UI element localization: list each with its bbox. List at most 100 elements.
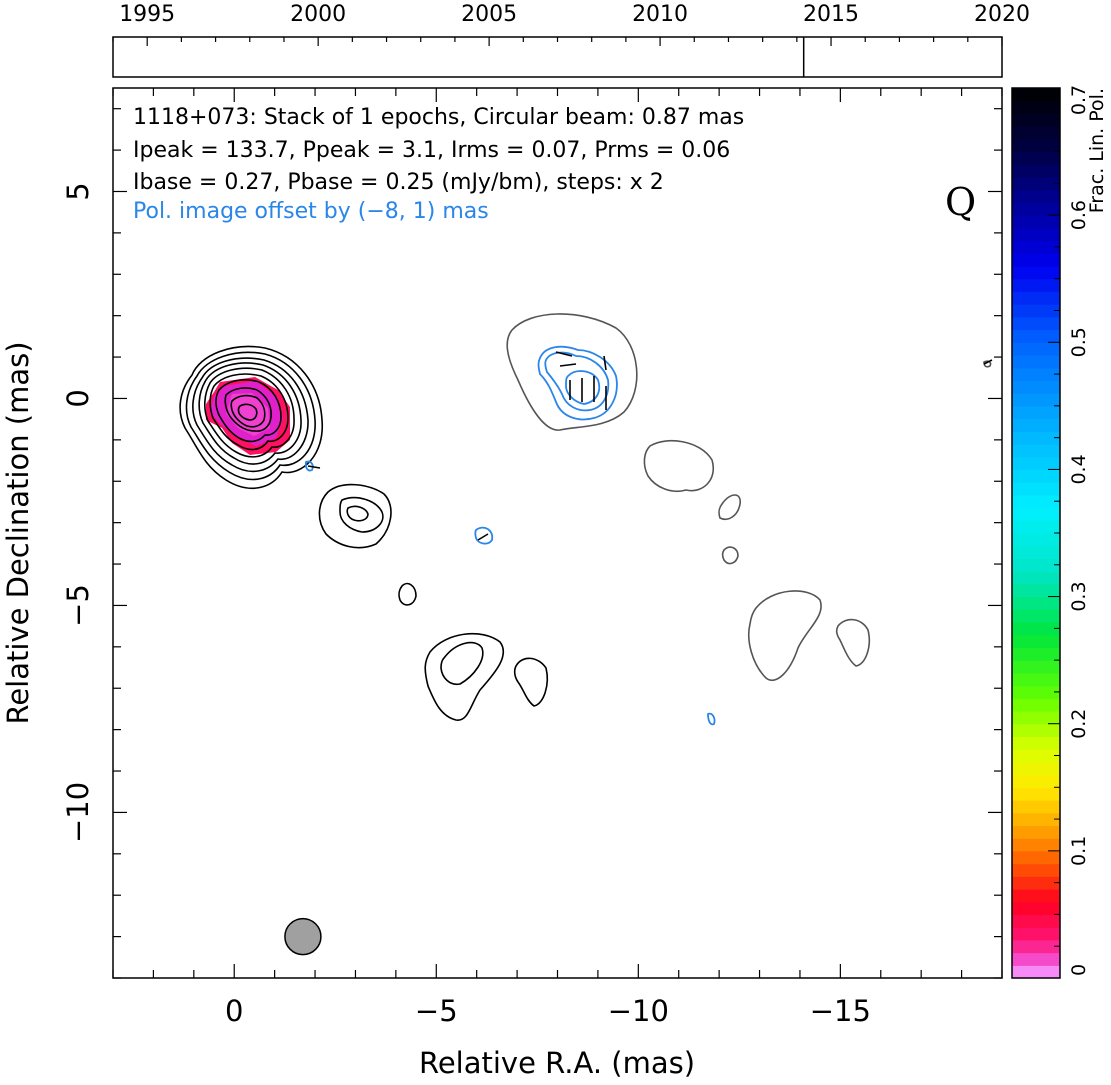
y-tick-label: −10	[61, 782, 95, 843]
core-contour-6	[209, 373, 289, 451]
colorbar-band	[1012, 100, 1060, 115]
stokes-i-contours	[179, 345, 549, 721]
colorbar-band	[1012, 889, 1060, 903]
colorbar-band	[1012, 138, 1060, 153]
pol-contour-small-1	[304, 460, 314, 472]
colorbar-band	[1012, 634, 1060, 649]
colorbar-band	[1012, 571, 1060, 585]
colorbar-band	[1012, 418, 1060, 432]
x-axis-ticks	[112, 88, 1003, 978]
colorbar-band	[1012, 596, 1060, 610]
colorbar-band	[1012, 164, 1060, 178]
colorbar-band	[1012, 151, 1060, 165]
colorbar-band	[1012, 901, 1060, 916]
colorbar-tick-label: 0.4	[1068, 454, 1090, 484]
colorbar-band	[1012, 355, 1060, 369]
evpa-vectors	[307, 351, 993, 541]
x-tick-labels: 0 −5 −10 −15	[225, 994, 871, 1028]
colorbar-tick-label: 0	[1068, 964, 1090, 976]
colorbar-band	[1012, 266, 1060, 280]
colorbar-band	[1012, 469, 1060, 483]
colorbar-band	[1012, 927, 1060, 941]
colorbar-band	[1012, 520, 1060, 534]
y-tick-label: 5	[61, 182, 95, 200]
colorbar-band	[1012, 711, 1060, 725]
colorbar-band	[1012, 393, 1060, 407]
quality-label: Q	[945, 180, 977, 224]
colorbar-band	[1012, 876, 1060, 890]
colorbar-band	[1012, 215, 1060, 229]
colorbar-band	[1012, 672, 1060, 687]
colorbar	[1012, 88, 1060, 979]
colorbar-band	[1012, 456, 1060, 471]
colorbar-band	[1012, 914, 1060, 928]
colorbar-band	[1012, 800, 1060, 814]
annotation-line-4: Pol. image offset by (−8, 1) mas	[133, 199, 489, 224]
colorbar-band	[1012, 367, 1060, 382]
colorbar-band	[1012, 278, 1060, 293]
colorbar-tick-label: 0.3	[1068, 581, 1090, 611]
colorbar-band	[1012, 749, 1060, 763]
annotation-line-3: Ibase = 0.27, Pbase = 0.25 (mJy/bm), ste…	[133, 170, 664, 195]
x-tick-label: −15	[810, 994, 871, 1028]
colorbar-band	[1012, 545, 1060, 560]
colorbar-band	[1012, 291, 1060, 305]
knot-b	[398, 582, 417, 606]
colorbar-band	[1012, 202, 1060, 216]
colorbar-band	[1012, 482, 1060, 496]
colorbar-tick-label: 0.7	[1068, 85, 1090, 115]
colorbar-band	[1012, 685, 1060, 699]
colorbar-band	[1012, 494, 1060, 509]
colorbar-band	[1012, 227, 1060, 242]
colorbar-tick-label: 0.6	[1068, 200, 1090, 230]
colorbar-tick-labels: 0 0.1 0.2 0.3 0.4 0.5 0.6 0.7	[1068, 85, 1090, 976]
colorbar-ticks	[1048, 87, 1060, 979]
colorbar-band	[1012, 342, 1060, 356]
x-tick-label: −10	[608, 994, 669, 1028]
offset-knot-3	[721, 546, 739, 565]
colorbar-band	[1012, 431, 1060, 445]
annotation-line-2: Ipeak = 133.7, Ppeak = 3.1, Irms = 0.07,…	[133, 138, 731, 163]
colorbar-band	[1012, 939, 1060, 954]
colorbar-band	[1012, 736, 1060, 750]
timeline-panel	[112, 36, 1003, 78]
knot-a-inner	[339, 496, 384, 533]
offset-i-contours	[506, 313, 992, 681]
knot-d	[513, 657, 549, 707]
timeline-tick-label: 2005	[461, 2, 517, 27]
colorbar-band	[1012, 88, 1060, 102]
y-axis-label: Relative Declination (mas)	[1, 341, 35, 724]
pol-contour-small-3	[707, 712, 716, 726]
colorbar-band	[1012, 113, 1060, 127]
pol-contour-small-2	[474, 526, 494, 545]
colorbar-band	[1012, 533, 1060, 547]
colorbar-band	[1012, 774, 1060, 788]
offset-knot-6	[983, 360, 992, 368]
offset-knot-4	[748, 590, 822, 681]
timeline-ticks	[112, 37, 1003, 46]
offset-knot-1	[643, 439, 715, 492]
colorbar-tick-label: 0.2	[1068, 709, 1090, 739]
colorbar-band	[1012, 838, 1060, 852]
core-contour-9	[230, 394, 266, 428]
core-contour-10	[237, 403, 258, 421]
colorbar-band	[1012, 253, 1060, 267]
knot-a-outer	[318, 483, 392, 549]
core-contour-2	[185, 351, 316, 481]
polarization-contours	[304, 345, 716, 726]
pol-contour-inner	[565, 370, 601, 405]
beam-ellipse	[284, 917, 322, 956]
core-contour-7	[215, 379, 282, 443]
colorbar-band	[1012, 761, 1060, 776]
colorbar-tick-label: 0.1	[1068, 836, 1090, 866]
pol-contour-mid	[544, 351, 610, 412]
colorbar-band	[1012, 698, 1060, 712]
colorbar-band	[1012, 316, 1060, 331]
offset-knot-2	[718, 494, 741, 520]
core-contour-4	[198, 362, 302, 465]
colorbar-band	[1012, 609, 1060, 623]
colorbar-band	[1012, 647, 1060, 661]
x-tick-label: 0	[225, 994, 243, 1028]
colorbar-band	[1012, 965, 1060, 979]
